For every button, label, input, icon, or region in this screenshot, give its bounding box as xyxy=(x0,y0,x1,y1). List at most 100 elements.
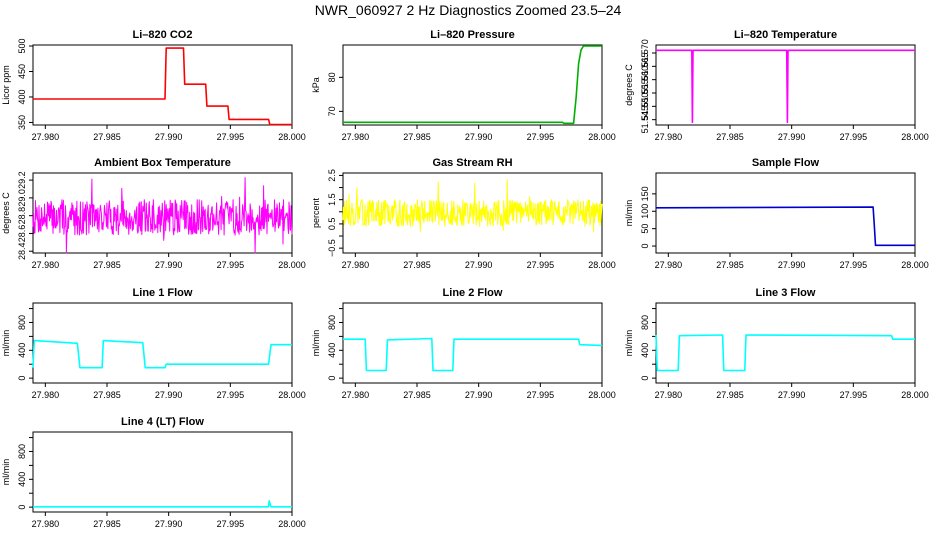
x-tick-label: 27.995 xyxy=(217,260,245,270)
y-tick-label: 51.550 xyxy=(640,93,650,121)
x-tick-label: 27.980 xyxy=(655,390,683,400)
x-tick-label: 27.990 xyxy=(778,260,806,270)
panel-ambient: Ambient Box Temperature degrees C 27.980 27… xyxy=(1,157,306,270)
x-tick-label: 27.985 xyxy=(403,132,431,142)
panel-title: Line 1 Flow xyxy=(133,287,193,299)
y-axis-label: kPa xyxy=(311,77,321,93)
y-axis-label: ml/min xyxy=(624,330,634,357)
x-tick-label: 27.980 xyxy=(342,260,370,270)
plot-frame xyxy=(342,302,603,384)
series-line-sample xyxy=(655,206,915,247)
plot-frame xyxy=(32,172,293,254)
x-tick-label: 28.000 xyxy=(901,132,929,142)
y-tick-label: 0 xyxy=(17,376,27,381)
panel-co2: Li–820 CO2 Licor ppm 27.980 27.985 27.990 27.… xyxy=(1,29,306,142)
y-tick-label: 800 xyxy=(17,315,27,330)
x-tick-label: 28.000 xyxy=(901,260,929,270)
series-line-co2 xyxy=(33,47,292,126)
plot-frame xyxy=(342,44,603,126)
series-line-line3 xyxy=(655,334,915,372)
panel-title: Sample Flow xyxy=(752,157,820,169)
y-tick-label: 0 xyxy=(327,376,337,381)
panel-line4: Line 4 (LT) Flow ml/min 27.980 27.985 27.990… xyxy=(1,416,306,529)
x-tick-label: 27.990 xyxy=(155,260,183,270)
x-tick-label: 27.995 xyxy=(527,390,555,400)
y-axis-label: ml/min xyxy=(624,200,634,227)
y-tick-label: 0.5 xyxy=(327,218,337,231)
y-tick-label: 28.6 xyxy=(17,225,27,243)
x-tick-label: 27.980 xyxy=(32,390,60,400)
panel-line1: Line 1 Flow ml/min 27.980 27.985 27.990 27.99… xyxy=(1,287,306,400)
x-tick-label: 27.985 xyxy=(716,260,744,270)
panel-title: Line 2 Flow xyxy=(443,287,503,299)
x-tick-label: 27.995 xyxy=(217,132,245,142)
panel-line3: Line 3 Flow ml/min 27.980 27.985 27.990 27.99… xyxy=(624,287,929,400)
x-tick-label: 27.995 xyxy=(840,132,868,142)
y-tick-label: 50 xyxy=(640,224,650,234)
y-axis-label: degrees C xyxy=(1,192,11,234)
x-tick-label: 27.990 xyxy=(155,390,183,400)
x-tick-label: 27.985 xyxy=(403,260,431,270)
y-tick-label: 100 xyxy=(640,204,650,219)
x-tick-label: 27.985 xyxy=(93,260,121,270)
plot-frame xyxy=(32,431,293,513)
series-line-line2 xyxy=(343,337,603,372)
x-tick-label: 27.985 xyxy=(716,132,744,142)
panel-title: Line 4 (LT) Flow xyxy=(121,416,204,428)
x-tick-label: 27.990 xyxy=(778,390,806,400)
plot-frame xyxy=(32,302,293,384)
y-tick-label: 400 xyxy=(640,343,650,358)
y-tick-label: 0 xyxy=(640,244,650,249)
x-tick-label: 27.990 xyxy=(465,132,493,142)
y-tick-label: 0 xyxy=(17,505,27,510)
y-tick-label: 51.545 xyxy=(640,106,650,134)
x-tick-label: 27.990 xyxy=(465,390,493,400)
y-tick-label: 28.4 xyxy=(17,242,27,260)
series-line-rh xyxy=(342,179,603,233)
series-line-ambient xyxy=(32,177,293,254)
panel-title: Gas Stream RH xyxy=(432,157,512,169)
x-tick-label: 28.000 xyxy=(278,519,306,529)
y-tick-label: 400 xyxy=(17,472,27,487)
panel-title: Li–820 CO2 xyxy=(133,29,193,41)
x-tick-label: 27.980 xyxy=(342,390,370,400)
plot-frame xyxy=(32,44,293,126)
panel-title: Line 3 Flow xyxy=(756,287,816,299)
x-tick-label: 27.985 xyxy=(93,390,121,400)
x-tick-label: 27.985 xyxy=(716,390,744,400)
panel-title: Li–820 Temperature xyxy=(734,29,837,41)
y-axis-label: ml/min xyxy=(1,330,11,357)
x-tick-label: 27.995 xyxy=(217,519,245,529)
series-line-line1 xyxy=(32,339,292,369)
y-tick-label: 150 xyxy=(640,186,650,201)
y-tick-label: 29.0 xyxy=(17,189,27,207)
x-tick-label: 27.990 xyxy=(778,132,806,142)
y-tick-label: 800 xyxy=(17,444,27,459)
x-tick-label: 27.985 xyxy=(93,519,121,529)
plot-frame xyxy=(655,302,916,384)
y-tick-label: 0 xyxy=(640,376,650,381)
y-tick-label: 70 xyxy=(327,106,337,116)
y-tick-label: 400 xyxy=(327,343,337,358)
x-tick-label: 27.985 xyxy=(93,132,121,142)
x-tick-label: 27.995 xyxy=(840,390,868,400)
panel-pressure: Li–820 Pressure kPa 27.980 27.985 27.990 27.9… xyxy=(311,29,616,142)
y-tick-label: 80 xyxy=(327,72,337,82)
x-tick-label: 27.990 xyxy=(155,132,183,142)
y-tick-label: 450 xyxy=(17,64,27,79)
x-tick-label: 27.995 xyxy=(527,132,555,142)
x-tick-label: 28.000 xyxy=(588,260,616,270)
x-tick-label: 28.000 xyxy=(588,132,616,142)
y-tick-label: 2.5 xyxy=(327,169,337,182)
panel-line2: Line 2 Flow ml/min 27.980 27.985 27.990 27.99… xyxy=(311,287,616,400)
y-axis-label: percent xyxy=(311,197,321,228)
x-tick-label: 27.985 xyxy=(403,390,431,400)
x-tick-label: 27.990 xyxy=(155,519,183,529)
panel-temp: Li–820 Temperature degrees C 27.980 27.985 2… xyxy=(624,29,929,142)
y-tick-label: −0.5 xyxy=(327,239,337,257)
y-tick-label: 29.2 xyxy=(17,171,27,189)
panel-title: Li–820 Pressure xyxy=(430,29,514,41)
y-tick-label: 1.5 xyxy=(327,193,337,206)
